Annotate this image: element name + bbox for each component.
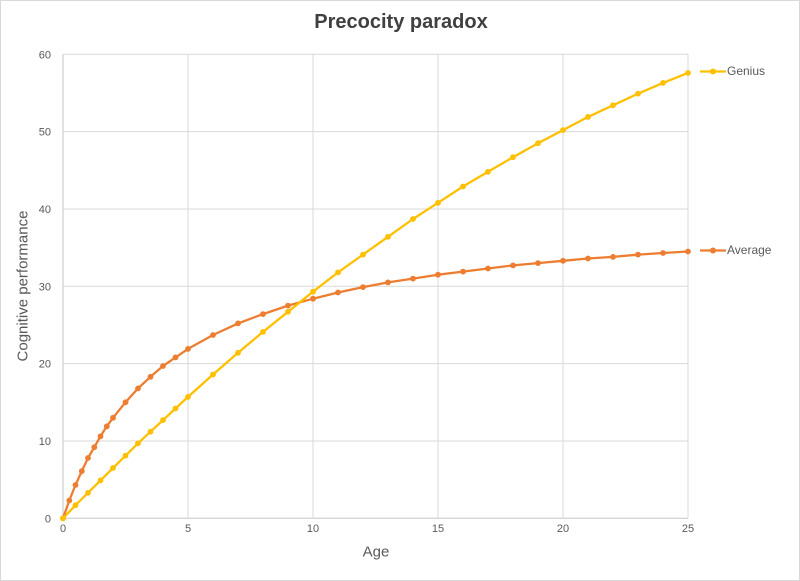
genius-marker — [360, 251, 366, 258]
genius-marker — [235, 349, 241, 356]
genius-marker — [210, 371, 216, 378]
average-marker — [122, 399, 129, 406]
average-marker — [335, 289, 341, 296]
genius-line — [61, 71, 690, 520]
genius-marker — [172, 405, 179, 412]
y-axis-title: Cognitive performance — [14, 210, 32, 362]
average-marker — [285, 302, 291, 309]
average-marker — [510, 262, 516, 269]
series-label-average: Average — [700, 243, 771, 257]
average-marker — [72, 482, 79, 488]
y-tick-label: 60 — [39, 49, 51, 61]
average-marker — [78, 468, 85, 474]
genius-marker — [85, 489, 91, 496]
genius-marker — [510, 154, 516, 161]
genius-marker — [435, 199, 441, 206]
series-label-genius-text: Genius — [727, 64, 766, 78]
average-marker — [635, 251, 641, 258]
x-tick-label: 10 — [307, 523, 319, 535]
y-tick-label: 50 — [39, 127, 51, 139]
average-marker — [610, 254, 616, 260]
average-marker — [460, 268, 466, 275]
average-marker — [66, 497, 73, 504]
average-marker — [410, 275, 416, 282]
genius-marker — [160, 417, 166, 423]
genius-marker — [147, 428, 154, 435]
x-tick-label: 20 — [557, 523, 569, 535]
genius-marker — [535, 140, 541, 147]
average-marker — [147, 373, 154, 380]
genius-marker — [560, 127, 566, 133]
average-marker — [110, 414, 116, 421]
genius-marker — [185, 394, 191, 400]
genius-marker — [310, 288, 316, 295]
average-marker — [103, 423, 110, 430]
average-marker — [585, 255, 591, 262]
average-marker — [560, 257, 566, 264]
average-marker — [685, 248, 691, 255]
series-label-genius: Genius — [700, 64, 765, 78]
average-marker — [485, 265, 491, 272]
x-axis-title: Age — [362, 543, 390, 561]
average-marker — [85, 455, 91, 461]
genius-marker — [60, 515, 66, 522]
genius-marker — [97, 477, 104, 484]
y-tick-label: 20 — [39, 359, 51, 371]
y-tick-label: 30 — [39, 281, 51, 293]
genius-legend-glyph — [700, 68, 726, 74]
genius-marker — [135, 440, 141, 447]
average-line — [61, 250, 690, 520]
average-marker — [660, 250, 666, 256]
average-marker — [535, 260, 541, 266]
average-marker — [97, 433, 104, 440]
genius-marker — [72, 502, 79, 509]
average-marker — [135, 385, 141, 392]
average-legend-glyph — [700, 247, 726, 253]
genius-marker — [660, 80, 666, 86]
y-tick-label: 40 — [39, 204, 51, 216]
genius-marker — [635, 90, 641, 97]
genius-marker — [685, 70, 691, 76]
x-tick-label: 0 — [60, 523, 66, 535]
genius-marker — [110, 465, 116, 471]
average-marker — [385, 279, 391, 286]
genius-marker — [610, 102, 616, 109]
y-tick-label: 10 — [39, 436, 51, 448]
genius-marker — [460, 183, 466, 190]
series-label-average-text: Average — [727, 243, 772, 257]
x-tick-label: 15 — [432, 523, 444, 535]
genius-marker — [585, 114, 591, 120]
average-marker — [91, 444, 98, 451]
chart-title: Precocity paradox — [314, 11, 488, 33]
average-marker — [160, 363, 166, 369]
average-marker — [310, 295, 316, 302]
y-tick-label: 0 — [45, 513, 51, 525]
average-marker — [172, 354, 179, 361]
x-tick-label: 5 — [185, 523, 191, 535]
genius-marker — [122, 452, 129, 459]
genius-marker — [385, 233, 391, 240]
genius-marker — [285, 308, 291, 315]
average-marker — [260, 311, 266, 317]
average-marker — [210, 332, 216, 338]
average-marker — [235, 320, 241, 327]
genius-marker — [485, 168, 491, 175]
average-marker — [435, 271, 441, 278]
genius-marker — [410, 216, 416, 222]
genius-marker — [335, 269, 341, 276]
average-marker — [185, 346, 191, 352]
genius-marker — [260, 329, 266, 335]
x-tick-label: 25 — [682, 523, 694, 535]
average-marker — [360, 284, 366, 290]
